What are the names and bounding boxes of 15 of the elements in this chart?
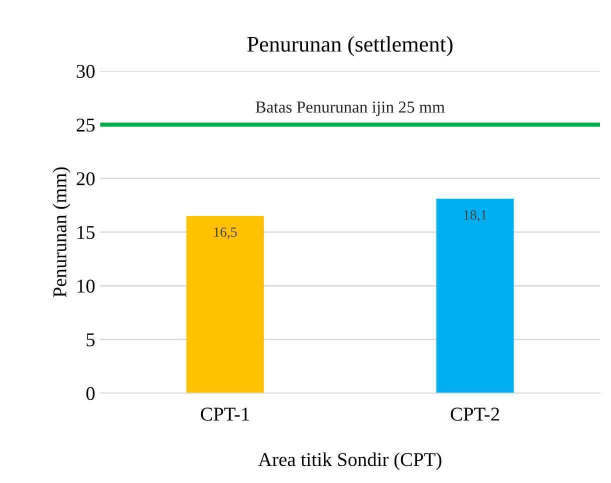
x-axis-title: Area titik Sondir (CPT)	[258, 452, 442, 470]
x-tick-label: CPT-2	[450, 408, 500, 421]
y-tick-label: 5	[86, 333, 95, 346]
y-axis-title: Penurunan (mm)	[52, 167, 70, 298]
x-tick-label: CPT-1	[200, 408, 250, 421]
ref-line-label: Batas Penurunan ijin 25 mm	[256, 102, 445, 116]
data-label: 18,1	[464, 210, 486, 222]
y-tick-label: 20	[76, 172, 95, 186]
y-tick-label: 15	[78, 226, 95, 240]
chart-title: Penurunan (settlement)	[247, 36, 452, 56]
data-label: 16,5	[214, 228, 237, 239]
y-tick-label: 0	[86, 386, 95, 400]
y-tick-label: 25	[76, 118, 95, 132]
y-tick-label: 30	[76, 64, 95, 78]
y-tick-label: 10	[78, 280, 95, 293]
